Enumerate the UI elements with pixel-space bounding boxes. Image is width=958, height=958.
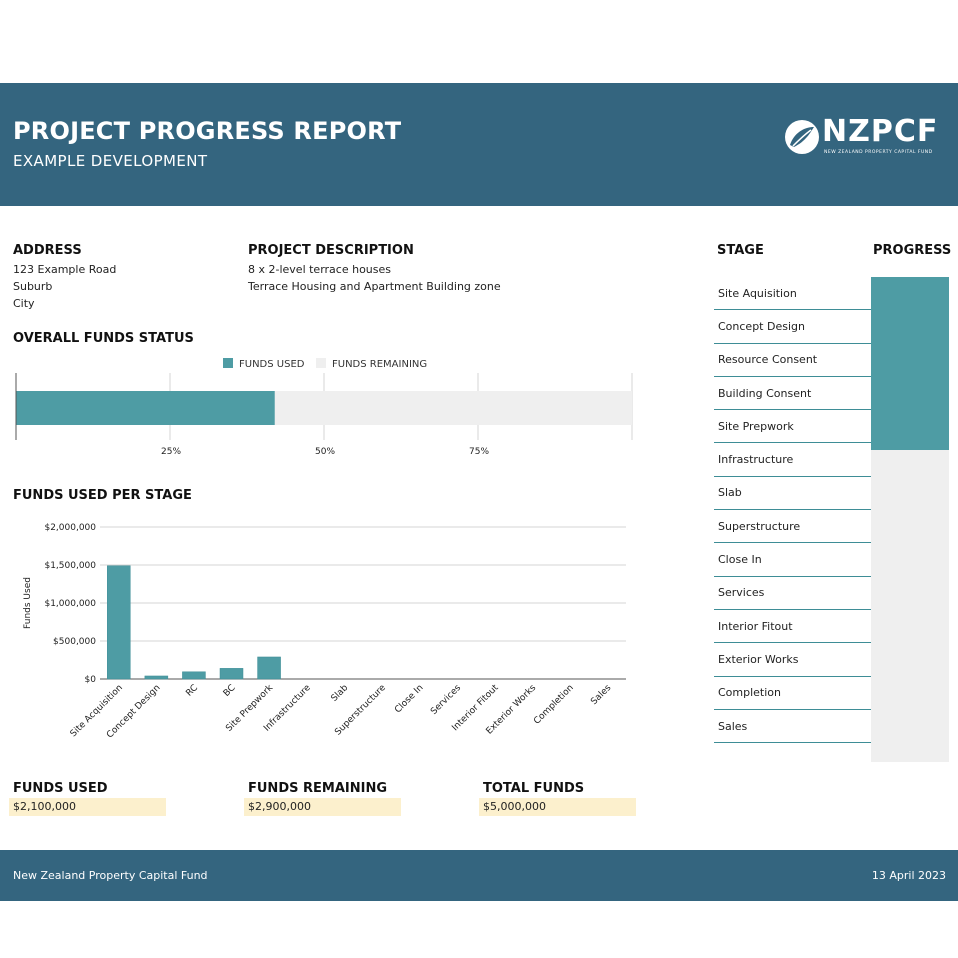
funds-remaining-heading: FUNDS REMAINING: [248, 781, 387, 796]
legend-remaining-swatch: [316, 358, 326, 368]
address-heading: ADDRESS: [13, 243, 82, 258]
funds-per-stage-chart: $0 $500,000 $1,000,000 $1,500,000 $2,000,000…: [23, 523, 626, 740]
funds-used-bar: [16, 391, 275, 425]
x-tick-label: Close In: [393, 683, 425, 715]
x-tick-label: RC: [184, 683, 200, 699]
x-tick-label: Sales: [589, 683, 613, 707]
bar: [182, 671, 206, 680]
footer-date: 13 April 2023: [871, 869, 946, 882]
per-stage-heading: FUNDS USED PER STAGE: [13, 488, 192, 503]
progress-track: [871, 277, 949, 762]
y-tick-label: $0: [85, 675, 97, 685]
stage-row: Slab: [714, 477, 871, 511]
stage-row: Services: [714, 577, 871, 610]
stage-row: Resource Consent: [714, 344, 871, 377]
funds-remaining-value: $2,900,000: [244, 798, 401, 816]
stage-row: Exterior Works: [714, 643, 871, 677]
stage-list: Site Aquisition Concept Design Resource …: [714, 277, 871, 744]
overall-funds-bar: [15, 373, 633, 440]
progress-heading: PROGRESS: [873, 243, 952, 258]
legend-remaining-label: FUNDS REMAINING: [332, 359, 428, 370]
report-subtitle: EXAMPLE DEVELOPMENT: [13, 152, 208, 170]
report-footer: [0, 850, 958, 901]
bar: [107, 565, 131, 680]
stage-row: Infrastructure: [714, 443, 871, 477]
project-line: 8 x 2-level terrace houses: [248, 263, 392, 276]
project-block: 8 x 2-level terrace houses Terrace Housi…: [248, 261, 501, 295]
y-tick-label: $1,000,000: [44, 599, 96, 609]
x-tick-label: BC: [222, 683, 238, 699]
progress-fill: [871, 277, 949, 451]
legend-used: FUNDS USED: [223, 358, 304, 370]
tick-label: 75%: [469, 447, 490, 457]
project-heading: PROJECT DESCRIPTION: [248, 243, 414, 258]
bar: [144, 675, 169, 680]
address-line: Suburb: [13, 280, 53, 293]
total-funds-value: $5,000,000: [479, 798, 636, 816]
stage-row: Building Consent: [714, 377, 871, 411]
total-funds-heading: TOTAL FUNDS: [483, 781, 585, 796]
y-tick-label: $500,000: [53, 637, 96, 647]
address-line: 123 Example Road: [13, 263, 117, 276]
tick-label: 25%: [161, 447, 182, 457]
logo-subtext: NEW ZEALAND PROPERTY CAPITAL FUND: [824, 150, 933, 155]
y-tick-label: $2,000,000: [44, 523, 96, 533]
logo-text: NZPCF: [822, 114, 939, 149]
funds-used-value: $2,100,000: [9, 798, 166, 816]
stage-row: Concept Design: [714, 310, 871, 344]
leaf-icon: [785, 120, 819, 154]
legend-used-label: FUNDS USED: [239, 359, 305, 370]
stage-row: Site Aquisition: [714, 277, 871, 311]
address-block: 123 Example Road Suburb City: [13, 261, 116, 312]
stage-heading: STAGE: [717, 243, 764, 258]
stage-row: Sales: [714, 710, 871, 744]
overall-heading: OVERALL FUNDS STATUS: [13, 331, 194, 346]
legend-remaining: FUNDS REMAINING: [316, 358, 427, 370]
x-tick-label: Slab: [330, 683, 351, 704]
project-line: Terrace Housing and Apartment Building z…: [248, 280, 501, 293]
bar: [219, 668, 244, 680]
x-tick-label: Services: [429, 683, 463, 717]
stage-row: Interior Fitout: [714, 610, 871, 644]
stage-row: Completion: [714, 677, 871, 710]
y-tick-label: $1,500,000: [44, 561, 96, 571]
x-tick-label: Completion: [532, 683, 576, 727]
funds-used-heading: FUNDS USED: [13, 781, 108, 796]
y-axis-label: Funds Used: [23, 577, 33, 629]
nzpcf-logo: NZPCF NEW ZEALAND PROPERTY CAPITAL FUND: [784, 114, 950, 158]
stage-row: Close In: [714, 543, 871, 577]
address-line: City: [13, 297, 35, 310]
legend-used-swatch: [223, 358, 233, 368]
report-title: PROJECT PROGRESS REPORT: [13, 117, 402, 145]
stage-row: Site Prepwork: [714, 410, 871, 444]
tick-label: 50%: [315, 447, 336, 457]
bar: [257, 656, 281, 680]
footer-org: New Zealand Property Capital Fund: [13, 869, 208, 882]
stage-row: Superstructure: [714, 510, 871, 544]
